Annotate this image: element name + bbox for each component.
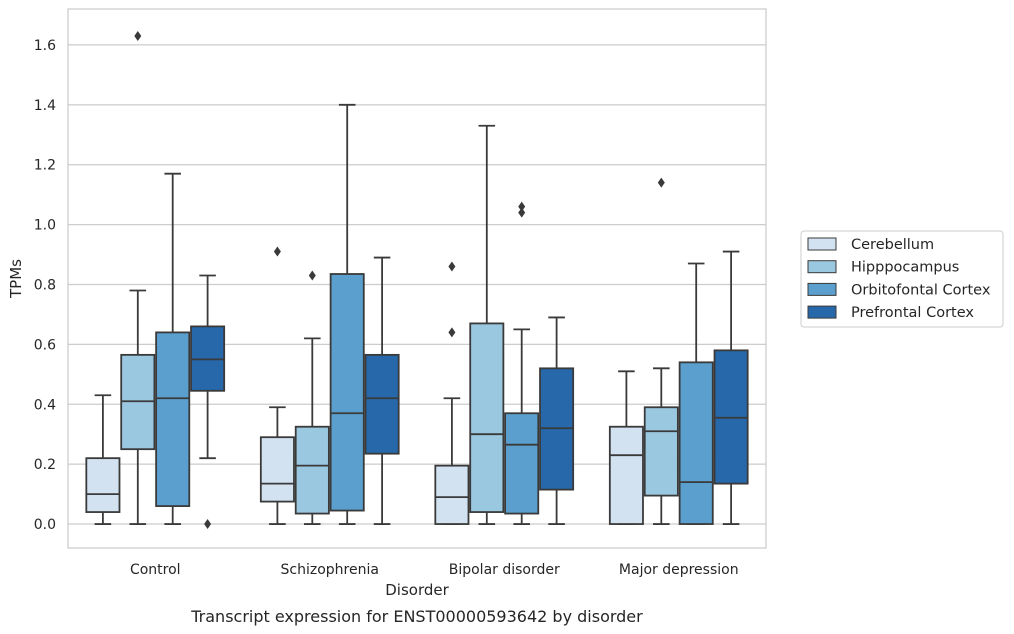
- outlier-point: [518, 201, 526, 212]
- box-cerebellum-0: [85, 394, 121, 525]
- box-cerebellum-2: [434, 261, 470, 525]
- legend-label: Hipppocampus: [851, 260, 959, 276]
- x-tick-label: Control: [130, 562, 181, 578]
- box-body: [155, 331, 191, 507]
- y-tick-label: 0.4: [34, 397, 56, 413]
- y-axis-label: TPMs: [7, 259, 25, 299]
- plot-area-frame: [67, 8, 767, 549]
- box-prefrontal-cortex-1: [364, 256, 400, 525]
- legend: Cerebellum Hipppocampus Orbitofontal Corte…: [800, 230, 1004, 328]
- y-tick-label: 0.2: [34, 457, 56, 473]
- box-cerebellum-1: [259, 246, 295, 525]
- legend-swatch: [807, 282, 837, 296]
- box-body: [504, 412, 540, 515]
- outlier-point: [134, 30, 142, 41]
- box-cerebellum-3: [608, 370, 644, 525]
- x-axis-ticks: Control Schizophrenia Bipolar disorder Majo…: [130, 562, 739, 578]
- x-axis-label: Disorder: [385, 581, 449, 599]
- outlier-point: [448, 327, 456, 338]
- chart-caption: Transcript expression for ENST0000059364…: [190, 607, 643, 626]
- y-tick-label: 0.8: [34, 277, 56, 293]
- box-body: [294, 425, 330, 515]
- box-hipppocampus-0: [120, 30, 156, 525]
- box-body: [259, 436, 295, 503]
- outlier-point: [308, 270, 316, 281]
- box-prefrontal-cortex-0: [190, 274, 226, 530]
- legend-swatch: [807, 260, 837, 274]
- y-tick-label: 1.4: [34, 98, 56, 114]
- box-orbitofontal-cortex-0: [155, 172, 191, 525]
- outlier-point: [657, 177, 665, 188]
- outlier-point: [518, 207, 526, 218]
- y-tick-label: 0.0: [34, 517, 56, 533]
- legend-label: Prefrontal Cortex: [851, 305, 974, 321]
- legend-swatch: [807, 237, 837, 251]
- box-body: [678, 361, 714, 525]
- box-prefrontal-cortex-3: [713, 250, 749, 525]
- box-orbitofontal-cortex-1: [329, 103, 365, 525]
- y-tick-label: 1.0: [34, 218, 56, 234]
- box-body: [469, 322, 505, 513]
- x-tick-label: Major depression: [619, 562, 739, 578]
- box-body: [643, 406, 679, 497]
- box-prefrontal-cortex-2: [539, 316, 575, 525]
- legend-label: Orbitofontal Cortex: [851, 282, 991, 298]
- box-body: [364, 353, 400, 455]
- y-tick-label: 1.6: [34, 38, 56, 54]
- legend-frame: [800, 230, 1004, 328]
- outlier-point: [273, 246, 281, 257]
- box-orbitofontal-cortex-2: [504, 201, 540, 525]
- box-hipppocampus-1: [294, 270, 330, 525]
- y-tick-label: 1.2: [34, 158, 56, 174]
- legend-label: Cerebellum: [851, 237, 934, 253]
- legend-swatch: [807, 305, 837, 319]
- x-tick-label: Schizophrenia: [281, 562, 379, 578]
- box-body: [608, 425, 644, 525]
- box-body: [85, 457, 121, 513]
- outlier-point: [448, 261, 456, 272]
- box-hipppocampus-3: [643, 177, 679, 525]
- outlier-point: [204, 519, 212, 530]
- x-tick-label: Bipolar disorder: [449, 562, 560, 578]
- y-tick-label: 0.6: [34, 337, 56, 353]
- box-body: [329, 273, 365, 512]
- y-axis-ticks: 0.0 0.2 0.4 0.6 0.8 1.0 1.2 1.4 1.6: [34, 38, 56, 533]
- box-orbitofontal-cortex-3: [678, 262, 714, 525]
- boxes: [85, 30, 749, 530]
- box-body: [434, 464, 470, 525]
- box-hipppocampus-2: [469, 124, 505, 525]
